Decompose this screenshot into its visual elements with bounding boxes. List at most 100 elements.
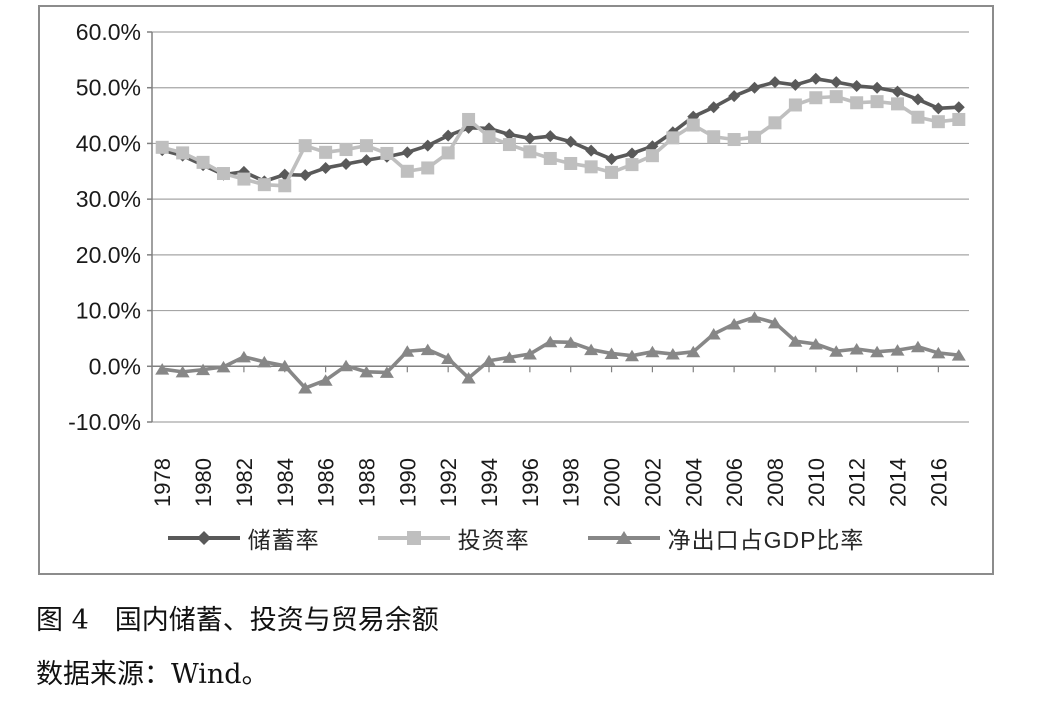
data-point-square: [176, 146, 190, 160]
data-point-triangle: [420, 343, 435, 356]
chart-svg: 60.0% 50.0% 40.0% 30.0% 20.0% 10.0% 0.0% -10.0%…: [68, 19, 969, 507]
x-axis-label: 1980: [191, 458, 216, 507]
data-point-square: [482, 130, 496, 144]
y-axis-label: 60.0%: [76, 19, 141, 45]
data-point-triangle: [584, 343, 599, 356]
y-axis-label: 40.0%: [76, 130, 141, 156]
data-point-triangle: [951, 349, 966, 361]
legend-item-net-exports: 净出口占GDP比率: [587, 521, 865, 555]
x-axis-label: 2016: [926, 458, 951, 507]
data-point-triangle: [706, 327, 721, 340]
data-point-square: [421, 161, 435, 175]
data-point-square: [788, 98, 802, 112]
data-point-diamond: [850, 80, 863, 93]
data-point-square: [952, 112, 966, 126]
y-axis-label: 20.0%: [76, 242, 141, 268]
y-axis-label: -10.0%: [68, 409, 141, 435]
data-point-square: [625, 158, 639, 172]
data-point-square: [891, 97, 905, 111]
x-axis-label: 1982: [232, 458, 257, 507]
data-point-square: [278, 179, 292, 193]
legend-marker-diamond-icon: [167, 531, 240, 545]
data-point-triangle: [155, 363, 170, 375]
data-point-triangle: [379, 366, 394, 378]
data-point-triangle: [931, 346, 946, 359]
figure-caption: 图 4 国内储蓄、投资与贸易余额: [36, 598, 439, 637]
data-point-triangle: [441, 352, 456, 364]
data-point-diamond: [809, 72, 822, 85]
data-point-square: [911, 110, 925, 124]
data-point-square: [339, 143, 353, 157]
data-point-diamond: [564, 135, 577, 148]
data-point-diamond: [442, 129, 455, 142]
data-point-square: [748, 130, 762, 144]
data-source-note: 数据来源：Wind。: [36, 659, 269, 690]
data-point-diamond: [911, 93, 924, 106]
y-axis-label: 50.0%: [76, 75, 141, 101]
data-point-square: [809, 91, 823, 105]
x-axis-label: 2008: [763, 458, 788, 507]
data-point-diamond: [952, 101, 965, 114]
data-point-triangle: [461, 371, 476, 384]
data-point-triangle: [298, 382, 313, 394]
data-point-diamond: [299, 169, 312, 182]
data-point-diamond: [605, 153, 618, 166]
data-point-square: [768, 116, 782, 130]
data-point-diamond: [625, 147, 638, 160]
x-axis-label: 1998: [559, 458, 584, 507]
x-axis-label: 1986: [314, 458, 339, 507]
data-point-triangle: [686, 345, 701, 358]
series-line: [161, 315, 959, 390]
x-axis-label: 2010: [804, 458, 829, 507]
data-point-diamond: [891, 85, 904, 98]
data-point-diamond: [748, 81, 761, 94]
data-point-triangle: [522, 348, 537, 360]
data-point-diamond: [544, 130, 557, 143]
data-point-triangle: [257, 355, 272, 368]
data-point-square: [523, 145, 537, 159]
data-point-square: [359, 139, 373, 153]
data-point-triangle: [277, 359, 292, 372]
data-point-triangle: [870, 345, 885, 358]
y-axis-label: 0.0%: [89, 353, 141, 379]
data-point-square: [850, 96, 864, 110]
data-point-square: [216, 167, 230, 181]
data-point-square: [829, 90, 843, 104]
legend-item-investment-rate: 投资率: [377, 521, 530, 555]
data-point-diamond: [728, 90, 741, 103]
data-point-square: [237, 172, 251, 186]
data-point-square: [319, 145, 333, 159]
data-point-square: [686, 118, 700, 132]
chart-figure: 60.0% 50.0% 40.0% 30.0% 20.0% 10.0% 0.0% -10.0%…: [38, 5, 994, 575]
data-point-triangle: [502, 351, 517, 363]
data-point-square: [257, 178, 271, 192]
x-axis-label: 1990: [395, 458, 420, 507]
data-point-diamond: [789, 78, 802, 91]
chart-legend: 储蓄率 投资率 净出口占GDP比率: [40, 521, 992, 555]
data-point-square: [564, 156, 578, 170]
data-point-diamond: [932, 102, 945, 115]
data-point-square: [666, 131, 680, 145]
data-point-triangle: [604, 347, 619, 359]
x-axis-label: 1992: [436, 458, 461, 507]
data-point-square: [462, 112, 476, 126]
data-point-triangle: [665, 348, 680, 360]
data-point-square: [543, 151, 557, 165]
data-point-square: [441, 146, 455, 160]
x-axis-label: 2002: [640, 458, 665, 507]
data-point-triangle: [543, 335, 558, 348]
data-point-square: [196, 155, 210, 169]
legend-marker-triangle-icon: [587, 531, 660, 544]
x-axis-label: 1996: [518, 458, 543, 507]
data-point-square: [605, 165, 619, 179]
data-point-triangle: [788, 335, 803, 347]
legend-label-net-exports: 净出口占GDP比率: [667, 527, 865, 553]
data-point-diamond: [523, 132, 536, 145]
x-axis-label: 2014: [886, 458, 911, 507]
series-line: [161, 77, 959, 184]
x-axis-label: 1984: [273, 458, 298, 507]
data-point-square: [298, 139, 312, 153]
figure-number: 图 4: [36, 605, 89, 636]
data-point-square: [584, 160, 598, 174]
data-point-square: [707, 130, 721, 144]
